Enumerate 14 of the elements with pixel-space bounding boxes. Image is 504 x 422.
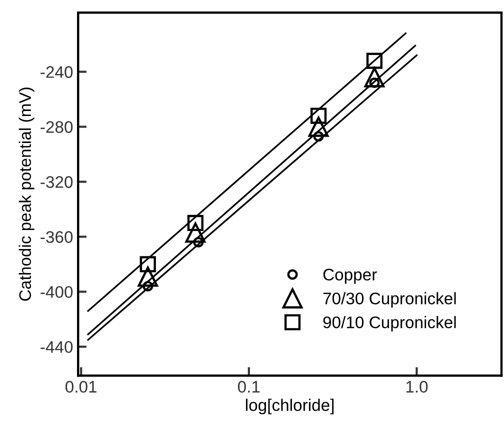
y-tick-label: -440 (40, 341, 73, 353)
y-tick-label: -280 (40, 121, 73, 133)
legend-label: Copper (323, 268, 377, 284)
x-axis-title: log[chloride] (246, 398, 334, 414)
legend-label: 70/30 Cupronickel (323, 292, 456, 308)
y-tick-label: -320 (40, 176, 73, 188)
x-tick-label: 0.1 (238, 380, 260, 393)
legend-label: 90/10 Cupronickel (323, 316, 456, 332)
y-tick-label: -400 (40, 286, 73, 298)
x-tick-label: 1.0 (406, 380, 428, 393)
x-tick-label: 0.01 (66, 380, 96, 393)
y-tick-label: -240 (40, 66, 73, 78)
y-axis-title: Cathodic peak potential (mV) (18, 88, 34, 301)
y-tick-label: -360 (40, 231, 73, 243)
